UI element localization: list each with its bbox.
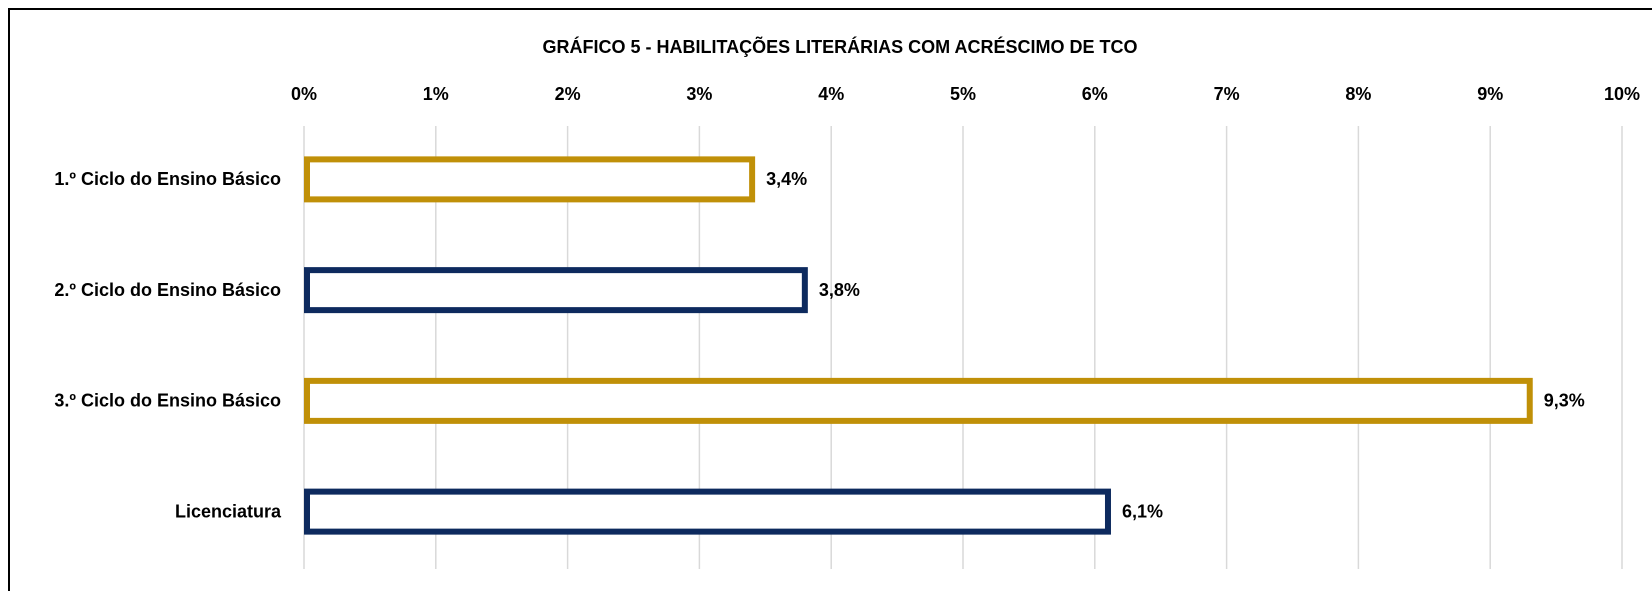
x-tick-label: 7%	[1214, 84, 1240, 104]
y-tick-label: Licenciatura	[175, 501, 282, 521]
x-tick-label: 5%	[950, 84, 976, 104]
bar	[304, 156, 756, 203]
y-tick-label: 3.º Ciclo do Ensino Básico	[54, 391, 281, 411]
bar	[304, 377, 1533, 424]
data-label: 9,3%	[1544, 391, 1585, 411]
data-label: 3,8%	[819, 280, 860, 300]
x-tick-label: 0%	[291, 84, 317, 104]
bar	[304, 488, 1111, 535]
x-tick-label: 10%	[1604, 84, 1640, 104]
x-tick-label: 9%	[1477, 84, 1503, 104]
x-tick-label: 8%	[1345, 84, 1371, 104]
chart-frame	[8, 8, 1652, 591]
y-tick-label: 2.º Ciclo do Ensino Básico	[54, 280, 281, 300]
bar	[304, 267, 808, 314]
chart-title: GRÁFICO 5 - HABILITAÇÕES LITERÁRIAS COM …	[542, 36, 1137, 57]
x-tick-label: 2%	[555, 84, 581, 104]
data-label: 6,1%	[1122, 501, 1163, 521]
x-tick-label: 1%	[423, 84, 449, 104]
y-tick-label: 1.º Ciclo do Ensino Básico	[54, 169, 281, 189]
x-tick-label: 3%	[686, 84, 712, 104]
x-tick-label: 4%	[818, 84, 844, 104]
x-tick-label: 6%	[1082, 84, 1108, 104]
data-label: 3,4%	[766, 169, 807, 189]
